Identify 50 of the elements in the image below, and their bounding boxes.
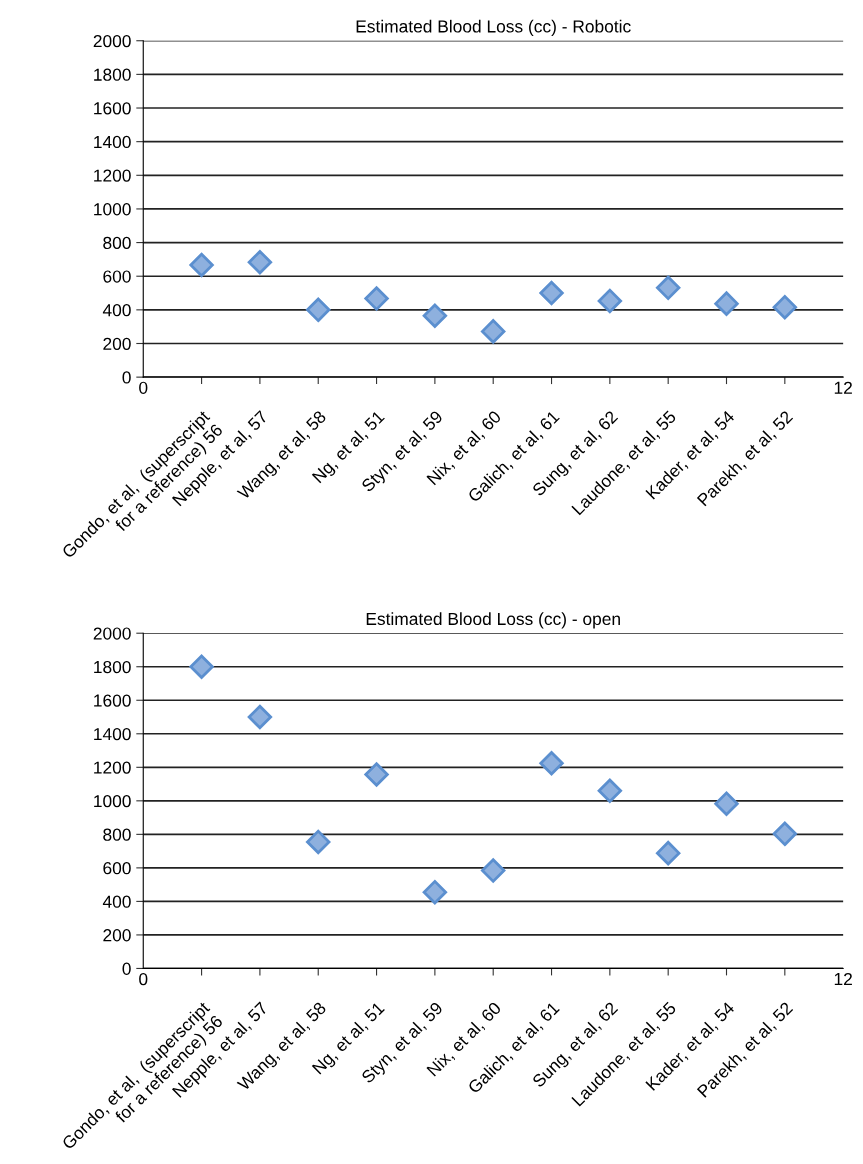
point [364,762,389,787]
y-tick-label: 1400 [94,727,131,741]
point [422,303,448,328]
point [714,291,739,316]
y-tick-label: 400 [102,304,131,317]
chart-title: Estimated Blood Loss (cc) - open [366,612,620,629]
text: 12 [834,381,852,394]
y-tick-label: 200 [103,929,131,942]
point [481,319,506,344]
y-tick-label: 1800 [94,68,131,81]
y-tick-label: 1600 [94,102,131,115]
point [189,252,214,278]
text: 0 [139,381,148,394]
text: 12 [834,972,852,986]
y-tick-label: 800 [103,828,131,841]
point [306,829,331,855]
point [539,280,564,306]
y-tick-label: 2000 [93,627,131,640]
point [655,840,681,866]
point [247,704,273,730]
y-tick-label: 400 [102,895,131,908]
y-tick-label: 1600 [94,694,131,707]
y-tick-label: 600 [103,270,131,283]
y-tick-label: 0 [122,962,131,975]
y-tick-label: 800 [103,236,131,250]
text: 0 [139,972,148,986]
point [422,879,448,905]
point [306,297,331,323]
y-tick-label: 1000 [94,203,131,216]
y-tick-label: 200 [103,337,131,350]
chart-title: Estimated Blood Loss (cc) - Robotic [356,19,631,36]
point [364,286,389,311]
point [597,778,623,803]
y-tick-label: 1200 [94,169,131,182]
y-tick-label: 1200 [94,761,131,774]
point [481,858,506,883]
y-tick-label: 2000 [93,34,131,48]
point [772,294,798,320]
y-tick-label: 1800 [94,660,131,674]
y-tick-label: 600 [103,862,131,875]
point [247,250,273,275]
point [772,821,798,847]
point [189,654,214,679]
point [539,751,564,776]
y-tick-label: 0 [122,371,131,384]
point [655,275,681,301]
y-tick-label: 1000 [94,795,131,808]
y-tick-label: 1400 [94,135,131,149]
point [597,288,623,314]
point [714,791,739,816]
